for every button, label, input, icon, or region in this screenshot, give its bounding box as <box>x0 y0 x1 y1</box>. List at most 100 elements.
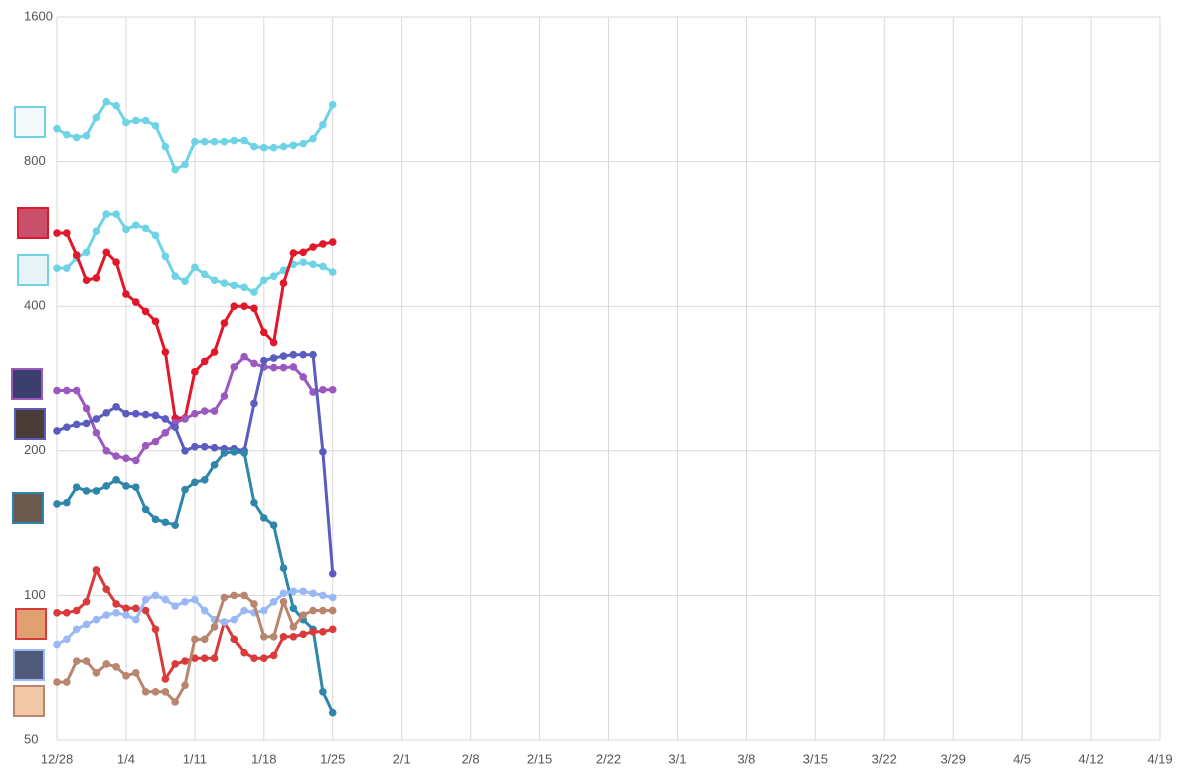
data-point <box>191 478 199 487</box>
data-point <box>191 263 199 272</box>
data-point <box>328 569 337 578</box>
data-point <box>220 392 229 400</box>
data-point <box>72 133 81 142</box>
data-point <box>63 498 71 507</box>
data-point <box>112 452 120 460</box>
data-point <box>200 270 209 279</box>
data-point <box>102 660 111 668</box>
data-point <box>112 101 120 110</box>
x-tick-label: 1/18 <box>251 751 276 766</box>
data-point <box>191 137 199 146</box>
data-point <box>161 687 170 696</box>
data-point <box>260 356 268 365</box>
x-tick-label: 3/15 <box>803 751 828 766</box>
data-point <box>63 130 71 139</box>
y-tick-label: 1600 <box>24 8 53 23</box>
data-point <box>279 266 288 275</box>
data-point <box>53 386 61 395</box>
data-point <box>82 419 91 428</box>
data-point <box>171 165 179 174</box>
data-point <box>299 139 308 148</box>
data-point <box>102 482 111 490</box>
series-icon <box>17 207 49 239</box>
data-point <box>92 274 101 282</box>
data-point <box>102 611 111 619</box>
data-point <box>299 611 308 619</box>
data-point <box>328 593 337 602</box>
data-point <box>141 116 150 125</box>
data-point <box>319 385 327 394</box>
data-point <box>72 483 81 491</box>
data-point <box>200 606 209 615</box>
data-point <box>250 654 258 663</box>
data-point <box>72 420 81 429</box>
data-point <box>250 399 258 408</box>
data-point <box>240 352 248 361</box>
data-point <box>289 632 298 641</box>
data-point <box>191 654 199 663</box>
data-point <box>141 307 150 316</box>
data-point <box>53 264 61 272</box>
x-tick-label: 2/1 <box>393 751 411 766</box>
data-point <box>92 669 101 677</box>
data-point <box>230 281 239 290</box>
data-point <box>279 632 288 641</box>
data-point <box>181 415 189 423</box>
data-point <box>250 142 258 151</box>
data-point <box>171 660 179 668</box>
data-point <box>151 121 160 130</box>
data-point <box>161 429 170 437</box>
data-point <box>240 136 248 145</box>
data-point <box>299 373 308 381</box>
data-point <box>112 608 120 617</box>
data-point <box>220 593 229 602</box>
data-point <box>260 632 268 641</box>
data-point <box>161 252 170 261</box>
data-point <box>250 498 258 507</box>
data-point <box>279 279 288 287</box>
data-point <box>181 485 189 494</box>
data-point <box>269 143 278 152</box>
data-point <box>63 386 71 395</box>
data-point <box>63 229 71 237</box>
data-point <box>279 589 288 598</box>
data-point <box>82 597 91 606</box>
x-tick-label: 3/29 <box>941 751 966 766</box>
series <box>53 591 337 706</box>
data-point <box>230 136 239 145</box>
data-point <box>269 632 278 641</box>
x-tick-label: 4/12 <box>1078 751 1103 766</box>
data-point <box>289 363 298 371</box>
y-tick-label: 400 <box>24 298 46 313</box>
data-point <box>309 260 317 269</box>
series <box>53 229 337 422</box>
data-point <box>269 354 278 362</box>
data-point <box>131 116 140 125</box>
data-point <box>161 518 170 527</box>
data-point <box>309 243 317 251</box>
data-point <box>210 654 219 663</box>
data-point <box>63 264 71 272</box>
data-point <box>82 620 91 629</box>
data-point <box>151 591 160 600</box>
data-point <box>319 606 327 615</box>
data-point <box>240 606 248 615</box>
data-point <box>309 589 317 598</box>
data-point <box>269 272 278 280</box>
data-point <box>102 97 111 106</box>
data-point <box>161 348 170 356</box>
data-point <box>102 408 111 417</box>
data-point <box>151 625 160 634</box>
data-point <box>151 437 160 446</box>
data-point <box>102 248 111 257</box>
data-point <box>72 606 81 615</box>
data-point <box>319 627 327 636</box>
data-point <box>200 407 209 415</box>
data-point <box>122 118 130 127</box>
data-point <box>102 210 111 218</box>
data-point <box>299 248 308 257</box>
data-point <box>141 224 150 233</box>
data-point <box>82 248 91 257</box>
data-point <box>131 669 140 677</box>
data-point <box>309 388 317 396</box>
